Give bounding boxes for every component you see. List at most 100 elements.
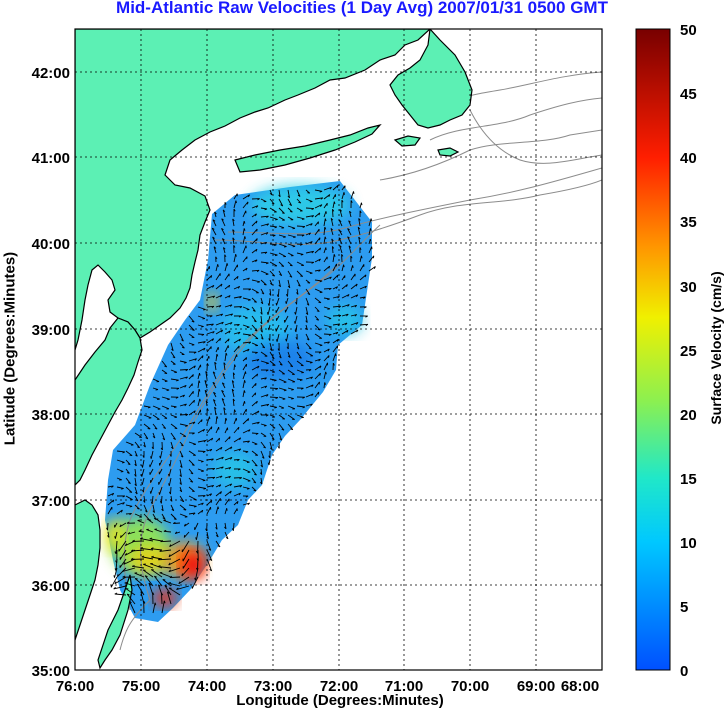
current-vector — [163, 519, 172, 524]
current-vector — [178, 576, 190, 585]
current-vector — [134, 459, 137, 466]
y-tick-label: 42:00 — [32, 65, 70, 82]
current-vector — [168, 558, 181, 566]
current-vector — [150, 486, 154, 494]
current-vector — [143, 414, 152, 419]
current-vector-head — [343, 264, 345, 268]
current-vector — [206, 426, 213, 434]
current-vector — [314, 247, 321, 254]
current-vector — [213, 246, 217, 254]
current-vector-head — [176, 587, 179, 590]
current-vector — [339, 209, 343, 218]
current-vector — [332, 184, 339, 191]
current-vector-head — [274, 244, 277, 247]
current-vector-head — [152, 435, 156, 439]
current-vector-head — [195, 537, 197, 540]
current-vector-head — [217, 264, 219, 267]
current-vector — [137, 519, 145, 524]
current-vector-head — [266, 312, 269, 315]
current-vector — [251, 324, 258, 332]
current-vector-head — [147, 406, 151, 409]
current-vector — [164, 585, 172, 596]
current-vector — [142, 569, 154, 578]
current-vector — [269, 405, 277, 408]
current-vector — [197, 419, 203, 425]
current-vector-head — [289, 264, 293, 267]
current-vector-head — [302, 226, 306, 229]
current-vector — [287, 369, 295, 375]
current-vector — [339, 245, 343, 254]
current-vector-head — [348, 245, 352, 248]
current-vector — [305, 250, 314, 254]
current-vector-head — [285, 294, 288, 297]
current-vector-head — [318, 358, 321, 362]
current-vector-head — [135, 578, 138, 580]
current-vector-head — [220, 294, 223, 298]
current-vector-head — [132, 565, 135, 567]
current-vector-head — [221, 466, 224, 469]
current-vector-head — [141, 465, 143, 468]
current-vector-head — [294, 311, 296, 315]
current-vector-head — [168, 483, 170, 486]
current-vector-head — [316, 310, 320, 312]
current-vector-head — [360, 255, 363, 259]
current-vector — [260, 207, 268, 210]
current-vector — [242, 306, 250, 310]
current-vector — [251, 358, 260, 362]
current-vector — [197, 364, 202, 371]
current-vector — [170, 504, 175, 511]
current-vector-head — [256, 238, 258, 242]
current-vector — [197, 439, 206, 443]
current-vector — [269, 387, 278, 390]
current-vector-head — [264, 425, 267, 427]
current-vector — [305, 315, 308, 323]
current-vector — [215, 498, 221, 506]
current-vector-head — [300, 243, 303, 246]
current-vector — [287, 423, 294, 430]
current-vector-head — [143, 444, 146, 448]
current-vector-head — [297, 194, 301, 197]
current-vector — [260, 459, 263, 468]
current-vector-head — [185, 414, 189, 417]
current-vector — [314, 372, 321, 380]
current-vector — [134, 486, 138, 495]
current-vector — [260, 288, 265, 295]
current-vector — [251, 400, 258, 407]
current-vector — [323, 256, 328, 263]
current-vector — [232, 237, 235, 245]
current-vector-head — [157, 398, 160, 400]
current-vector-head — [337, 296, 340, 299]
current-vector-head — [151, 555, 154, 558]
current-vector — [152, 513, 157, 520]
current-vector — [215, 329, 223, 335]
current-vector-head — [122, 575, 126, 578]
current-vector-head — [263, 446, 266, 449]
current-vector — [197, 450, 206, 452]
current-vector — [260, 279, 267, 286]
current-vector — [305, 342, 312, 350]
current-vector — [260, 394, 269, 398]
current-vector — [350, 314, 357, 317]
current-vector — [188, 365, 196, 371]
current-vector — [242, 468, 251, 473]
current-vector-head — [220, 283, 223, 287]
current-vector-head — [260, 321, 263, 325]
current-vector — [287, 288, 289, 297]
current-vector-head — [201, 510, 204, 513]
current-vector — [107, 506, 113, 515]
colorbar-tick-label: 35 — [680, 214, 697, 231]
current-vector-head — [305, 312, 309, 315]
current-vector — [296, 279, 301, 287]
current-vector — [233, 437, 241, 443]
current-vector-head — [149, 537, 153, 540]
current-vector-head — [212, 381, 216, 384]
current-vector-head — [248, 194, 250, 198]
current-vector — [305, 403, 313, 407]
current-vector-head — [205, 371, 208, 374]
mainland — [75, 29, 431, 351]
current-vector-head — [255, 352, 258, 354]
current-vector-head — [328, 194, 331, 197]
current-vector-head — [199, 372, 201, 376]
current-vector-head — [158, 584, 161, 587]
current-vector — [275, 306, 280, 314]
